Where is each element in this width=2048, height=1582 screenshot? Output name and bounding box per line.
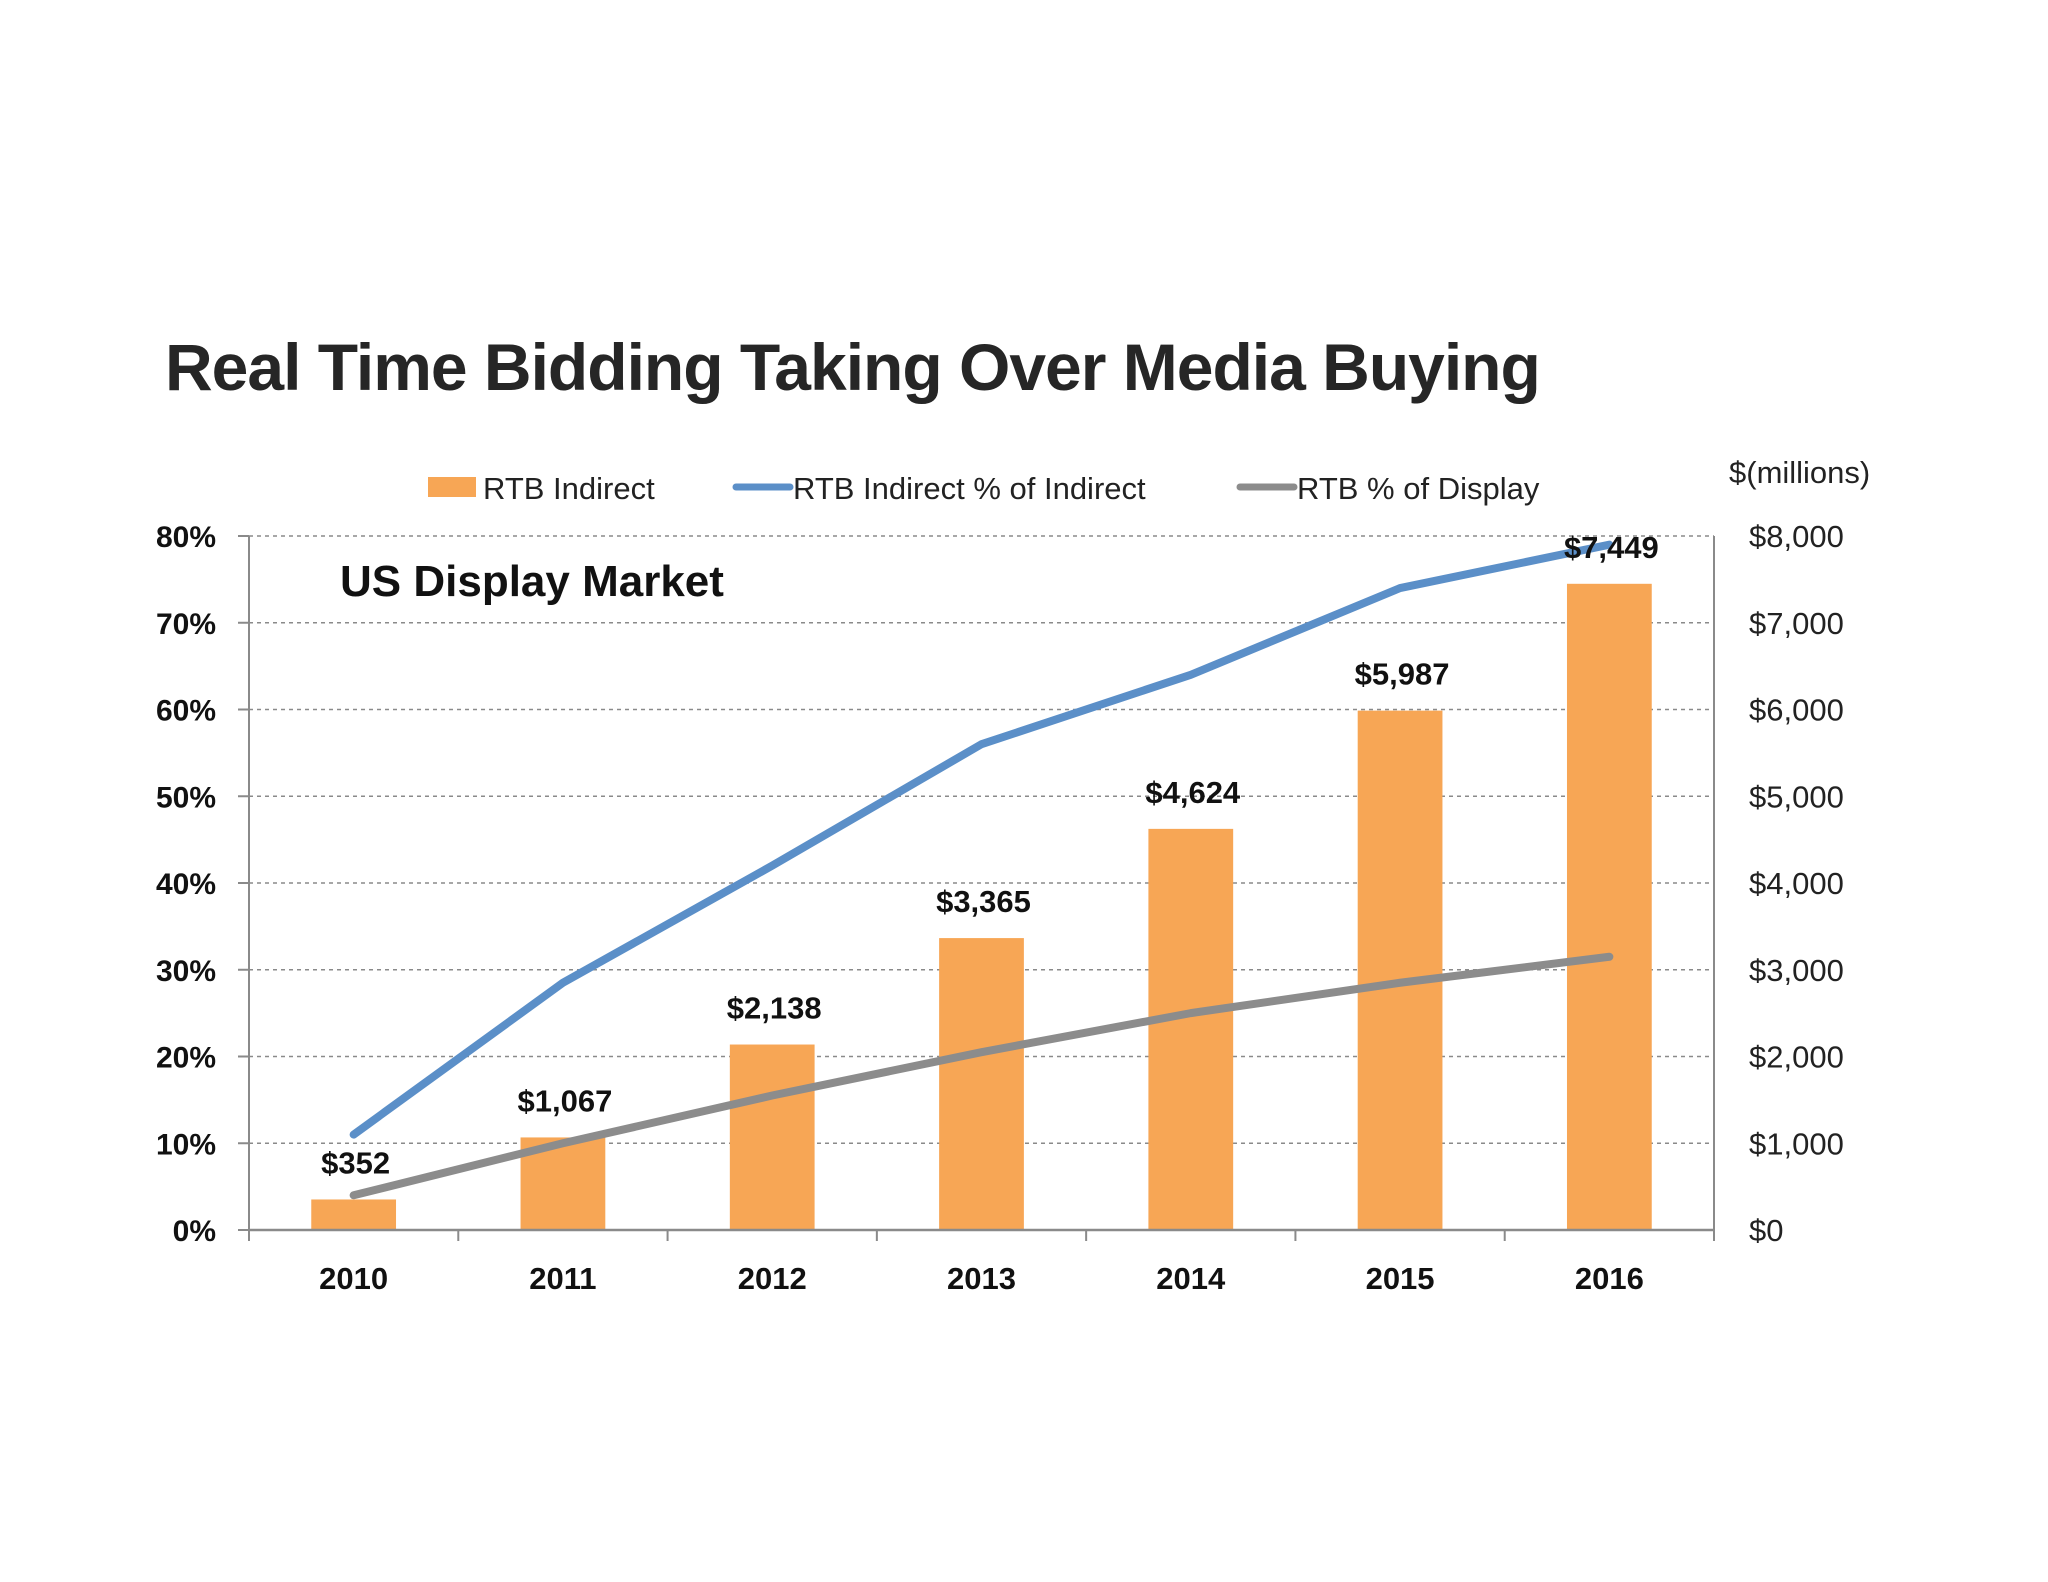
y-right-tick-label: $2,000 xyxy=(1749,1040,1844,1075)
axes xyxy=(238,535,1715,1241)
y-right-tick-label: $8,000 xyxy=(1749,519,1844,554)
y-right-tick-label: $3,000 xyxy=(1749,953,1844,988)
y-left-tick-label: 50% xyxy=(156,781,216,814)
bar-value-label: $7,449 xyxy=(1564,530,1659,565)
y-right-tick-label: $6,000 xyxy=(1749,693,1844,728)
y-left-tick-label: 80% xyxy=(156,521,216,554)
x-tick-label: 2015 xyxy=(1366,1261,1435,1296)
bar-rtb-indirect xyxy=(939,938,1024,1230)
x-tick-label: 2014 xyxy=(1156,1261,1226,1296)
legend: RTB Indirect RTB Indirect % of Indirect … xyxy=(428,471,1540,506)
x-tick-label: 2016 xyxy=(1575,1261,1644,1296)
bar-value-label: $1,067 xyxy=(518,1083,613,1118)
y-right-tick-label: $7,000 xyxy=(1749,606,1844,641)
y-left-tick-label: 60% xyxy=(156,695,216,728)
legend-label-rtb-indirect: RTB Indirect xyxy=(483,471,655,506)
bar-rtb-indirect xyxy=(311,1199,397,1230)
y-left-tick-label: 10% xyxy=(156,1128,216,1161)
bar-value-label: $4,624 xyxy=(1145,775,1241,810)
bar-rtb-indirect xyxy=(1148,828,1234,1230)
line-rtb-display-pct xyxy=(349,952,1614,1200)
y-left-tick-label: 0% xyxy=(173,1215,216,1248)
x-tick-label: 2010 xyxy=(319,1261,388,1296)
bar-value-label: $352 xyxy=(321,1145,390,1180)
data-labels: $352 $1,067 $2,138 $3,365 $4,624 $5,987 $7,449 xyxy=(321,530,1659,1181)
chart-title: Real Time Bidding Taking Over Media Buyi… xyxy=(165,330,1540,404)
legend-label-rtb-display-pct: RTB % of Display xyxy=(1297,471,1540,506)
y-left-tick-label: 30% xyxy=(156,955,216,988)
tick-labels: 0% $0 10% $1,000 20% $2,000 30% $3,000 40% $4,000… xyxy=(156,519,1844,1296)
x-tick-label: 2011 xyxy=(529,1261,596,1296)
y-left-tick-label: 40% xyxy=(156,868,216,901)
y-right-tick-label: $5,000 xyxy=(1749,779,1844,814)
y-left-tick-label: 70% xyxy=(156,608,216,641)
bar-value-label: $5,987 xyxy=(1355,657,1450,692)
chart-subtitle: US Display Market xyxy=(340,557,724,606)
y-right-tick-label: $1,000 xyxy=(1749,1126,1844,1161)
x-tick-label: 2013 xyxy=(947,1261,1016,1296)
y-right-tick-label: $0 xyxy=(1749,1213,1783,1248)
bar-rtb-indirect xyxy=(729,1044,815,1230)
bar-value-label: $2,138 xyxy=(727,991,822,1026)
y-left-tick-label: 20% xyxy=(156,1042,216,1075)
right-axis-unit-label: $(millions) xyxy=(1729,455,1870,490)
bar-rtb-indirect xyxy=(1566,583,1652,1230)
legend-label-rtb-indirect-pct: RTB Indirect % of Indirect xyxy=(793,471,1146,506)
legend-swatch-rtb-indirect xyxy=(428,477,476,497)
bar-rtb-indirect xyxy=(1357,710,1443,1230)
x-tick-label: 2012 xyxy=(738,1261,807,1296)
lines xyxy=(349,540,1614,1200)
bar-value-label: $3,365 xyxy=(936,884,1031,919)
y-right-tick-label: $4,000 xyxy=(1749,866,1844,901)
line-rtb-indirect-pct xyxy=(349,540,1614,1139)
